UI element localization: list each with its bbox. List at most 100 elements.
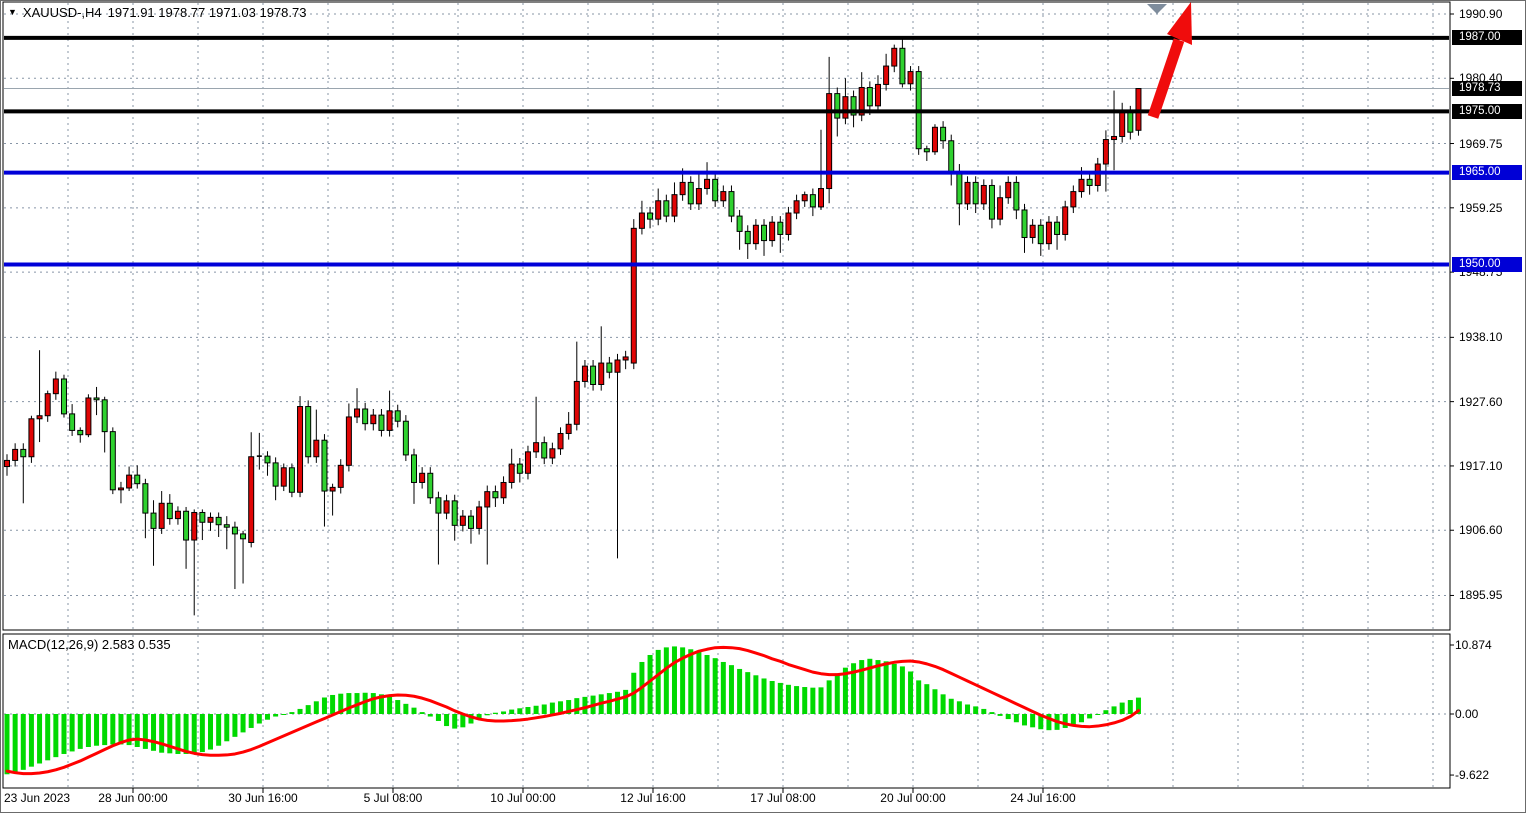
- candle-bearish: [712, 178, 719, 202]
- macd-axis-label: -9.622: [1455, 768, 1490, 782]
- candle-bearish: [687, 181, 694, 205]
- macd-histogram-bar: [370, 693, 376, 714]
- candle-bullish: [638, 212, 645, 229]
- macd-histogram-bar: [248, 714, 254, 728]
- macd-histogram-bar: [240, 714, 246, 733]
- price-axis-label: 1906.60: [1459, 523, 1503, 538]
- price-panel[interactable]: [2, 1, 1451, 631]
- macd-histogram-bar: [956, 701, 962, 714]
- macd-panel[interactable]: [2, 633, 1451, 789]
- candle-bullish: [1005, 181, 1012, 199]
- candle-bearish: [362, 408, 369, 425]
- macd-histogram-bar: [932, 689, 938, 714]
- candle-bearish: [305, 406, 312, 458]
- macd-histogram-bar: [460, 714, 466, 728]
- macd-histogram-bar: [753, 675, 759, 714]
- macd-histogram-bar: [126, 714, 132, 746]
- time-axis-label: 12 Jul 16:00: [620, 791, 686, 805]
- candle-bearish: [1021, 209, 1028, 239]
- candle-bearish: [1054, 221, 1061, 235]
- macd-histogram-bar: [77, 714, 83, 749]
- macd-histogram-bar: [273, 714, 279, 717]
- macd-histogram-bar: [688, 649, 694, 714]
- macd-histogram-bar: [61, 714, 67, 754]
- candle-bearish: [606, 362, 613, 373]
- candle-bearish: [166, 502, 173, 520]
- macd-histogram-bar: [444, 714, 450, 727]
- macd-histogram-bar: [175, 714, 181, 754]
- candle-bullish: [818, 188, 824, 208]
- candle-bullish: [622, 356, 629, 361]
- macd-histogram-bar: [12, 714, 18, 773]
- macd-histogram-bar: [37, 714, 43, 764]
- macd-histogram-bar: [680, 647, 686, 714]
- macd-histogram-bar: [419, 712, 425, 714]
- macd-histogram-bar: [924, 684, 930, 714]
- macd-histogram-bar: [28, 714, 34, 767]
- macd-histogram-bar: [1062, 714, 1068, 728]
- macd-histogram-bar: [1070, 714, 1076, 726]
- macd-histogram-bar: [541, 704, 547, 714]
- candle-bullish: [280, 467, 287, 487]
- candle-bullish: [1078, 178, 1085, 193]
- macd-histogram-bar: [802, 687, 808, 714]
- macd-histogram-bar: [403, 703, 409, 714]
- macd-histogram-bar: [1013, 714, 1019, 723]
- candle-bearish: [215, 516, 222, 526]
- macd-histogram-bar: [305, 705, 311, 714]
- candle-bearish: [101, 399, 108, 433]
- candle-bullish: [655, 200, 662, 220]
- macd-histogram-bar: [1111, 706, 1117, 714]
- candle-bullish: [826, 93, 833, 190]
- candle-bearish: [866, 86, 873, 107]
- macd-histogram-bar: [509, 709, 515, 714]
- macd-histogram-bar: [53, 714, 59, 758]
- macd-histogram-bar: [297, 708, 303, 714]
- candle-bearish: [150, 512, 157, 529]
- macd-histogram-bar: [606, 693, 612, 714]
- macd-histogram-bar: [289, 712, 295, 714]
- macd-signal-line: [5, 645, 1140, 776]
- candle-bearish: [899, 47, 906, 85]
- candle-bullish: [345, 416, 352, 466]
- macd-histogram-bar: [313, 701, 319, 714]
- macd-histogram-bar: [1005, 714, 1011, 720]
- macd-histogram-bar: [851, 663, 857, 714]
- price-badge-1965.00: 1965.00: [1452, 165, 1522, 181]
- candle-bullish: [337, 464, 344, 488]
- macd-histogram-bar: [899, 666, 905, 714]
- candle-bearish: [20, 448, 27, 458]
- candle-bearish: [590, 365, 597, 385]
- candle-bullish: [858, 86, 865, 116]
- candle-bearish: [264, 455, 271, 464]
- macd-histogram-bar: [997, 714, 1003, 716]
- macd-histogram-bar: [362, 692, 368, 714]
- macd-histogram-bar: [338, 693, 344, 714]
- macd-histogram-bar: [574, 698, 580, 714]
- candle-bullish: [117, 487, 124, 491]
- candle-bullish: [370, 414, 377, 425]
- candle-bearish: [761, 224, 768, 242]
- macd-histogram-bar: [45, 714, 51, 761]
- macd-histogram-bar: [948, 698, 954, 714]
- candle-bearish: [272, 462, 279, 487]
- macd-axis-label: 0.00: [1455, 707, 1479, 721]
- macd-histogram-bar: [501, 711, 507, 714]
- candle-bearish: [402, 420, 409, 456]
- candle-bullish: [630, 227, 637, 364]
- candle-bullish: [174, 510, 181, 520]
- macd-histogram-bar: [1078, 714, 1084, 723]
- macd-histogram-bar: [973, 706, 979, 714]
- trend-arrow-shaft[interactable]: [1147, 38, 1185, 119]
- candle-bullish: [533, 442, 540, 453]
- candle-bearish: [492, 491, 499, 499]
- macd-histogram-bar: [1095, 714, 1101, 715]
- chart-shift-marker-icon[interactable]: [1147, 4, 1167, 14]
- macd-histogram-bar: [826, 680, 832, 714]
- macd-histogram-bar: [183, 714, 189, 754]
- candle-bearish: [940, 126, 947, 142]
- trend-arrow-head[interactable]: [1167, 2, 1192, 45]
- symbol-dropdown-icon[interactable]: ▼: [8, 7, 17, 17]
